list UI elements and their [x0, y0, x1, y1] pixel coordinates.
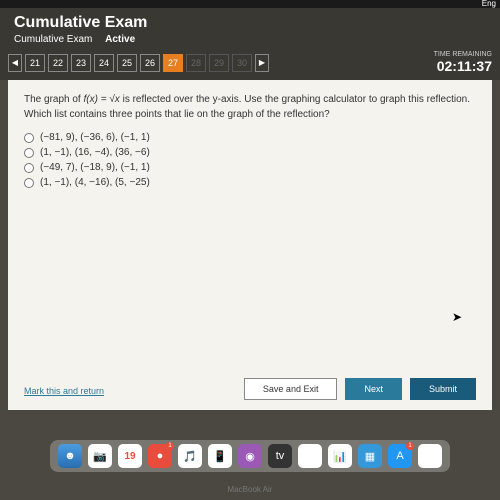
dock-icon-12[interactable]: ◐ [418, 444, 442, 468]
dock-icon-7[interactable]: tv [268, 444, 292, 468]
submit-button[interactable]: Submit [410, 378, 476, 400]
option-label-2: (−49, 7), (−18, 9), (−1, 1) [40, 162, 150, 173]
option-radio-3[interactable] [24, 178, 34, 188]
page-btn-26[interactable]: 26 [140, 54, 160, 72]
question-panel: The graph of f(x) = √x is reflected over… [8, 80, 492, 410]
save-button[interactable]: Save and Exit [244, 378, 338, 400]
page-btn-28: 28 [186, 54, 206, 72]
language-label: Eng [482, 0, 496, 8]
mark-link[interactable]: Mark this and return [24, 386, 104, 396]
prev-arrow[interactable]: ◀ [8, 54, 22, 72]
options-list: (−81, 9), (−36, 6), (−1, 1) (1, −1), (16,… [24, 132, 476, 188]
dock-icon-9[interactable]: 📊 [328, 444, 352, 468]
page-btn-23[interactable]: 23 [71, 54, 91, 72]
timer: TIME REMAINING 02:11:37 [434, 51, 492, 74]
option-radio-1[interactable] [24, 148, 34, 158]
dock-badge-3: 1 [166, 442, 174, 450]
dock-icon-5[interactable]: 📱 [208, 444, 232, 468]
option-label-3: (1, −1), (4, −16), (5, −25) [40, 177, 150, 188]
q-func: f(x) = √x [83, 94, 119, 105]
page-btn-22[interactable]: 22 [48, 54, 68, 72]
option-radio-2[interactable] [24, 163, 34, 173]
page-btn-24[interactable]: 24 [94, 54, 114, 72]
dock-icon-0[interactable]: ☻ [58, 444, 82, 468]
option-radio-0[interactable] [24, 133, 34, 143]
dock-icon-3[interactable]: ●1 [148, 444, 172, 468]
dock-icon-10[interactable]: ▦ [358, 444, 382, 468]
q-prefix: The graph of [24, 94, 83, 105]
dock-icon-2[interactable]: 19 [118, 444, 142, 468]
dock-icon-6[interactable]: ◉ [238, 444, 262, 468]
page-btn-25[interactable]: 25 [117, 54, 137, 72]
option-0[interactable]: (−81, 9), (−36, 6), (−1, 1) [24, 132, 476, 143]
option-label-1: (1, −1), (16, −4), (36, −6) [40, 147, 150, 158]
action-buttons: Save and Exit Next Submit [244, 378, 476, 400]
question-text: The graph of f(x) = √x is reflected over… [24, 92, 476, 122]
subtitle-text: Cumulative Exam [14, 34, 92, 45]
mouse-cursor: ➤ [452, 310, 462, 324]
macos-dock: ☻📷19●1🎵📱◉tvN📊▦A1◐ [50, 440, 450, 472]
page-btn-30: 30 [232, 54, 252, 72]
next-button[interactable]: Next [345, 378, 402, 400]
exam-header: Cumulative Exam Cumulative Exam Active [0, 8, 500, 49]
page-btn-21[interactable]: 21 [25, 54, 45, 72]
nav-row: ◀ 21222324252627282930 ▶ TIME REMAINING … [0, 49, 500, 80]
page-nav: ◀ 21222324252627282930 ▶ [8, 54, 269, 72]
exam-title: Cumulative Exam [14, 14, 486, 32]
timer-value: 02:11:37 [434, 58, 492, 74]
active-label: Active [105, 34, 135, 45]
page-btn-27[interactable]: 27 [163, 54, 183, 72]
macbook-label: MacBook Air [228, 485, 273, 494]
exam-subheader: Cumulative Exam Active [14, 34, 486, 45]
option-3[interactable]: (1, −1), (4, −16), (5, −25) [24, 177, 476, 188]
next-arrow[interactable]: ▶ [255, 54, 269, 72]
dock-badge-11: 1 [406, 442, 414, 450]
dock-icon-8[interactable]: N [298, 444, 322, 468]
dock-icon-1[interactable]: 📷 [88, 444, 112, 468]
timer-label: TIME REMAINING [434, 51, 492, 58]
top-bar: Eng [0, 0, 500, 8]
option-2[interactable]: (−49, 7), (−18, 9), (−1, 1) [24, 162, 476, 173]
dock-icon-4[interactable]: 🎵 [178, 444, 202, 468]
dock-icon-11[interactable]: A1 [388, 444, 412, 468]
option-label-0: (−81, 9), (−36, 6), (−1, 1) [40, 132, 150, 143]
option-1[interactable]: (1, −1), (16, −4), (36, −6) [24, 147, 476, 158]
page-btn-29: 29 [209, 54, 229, 72]
